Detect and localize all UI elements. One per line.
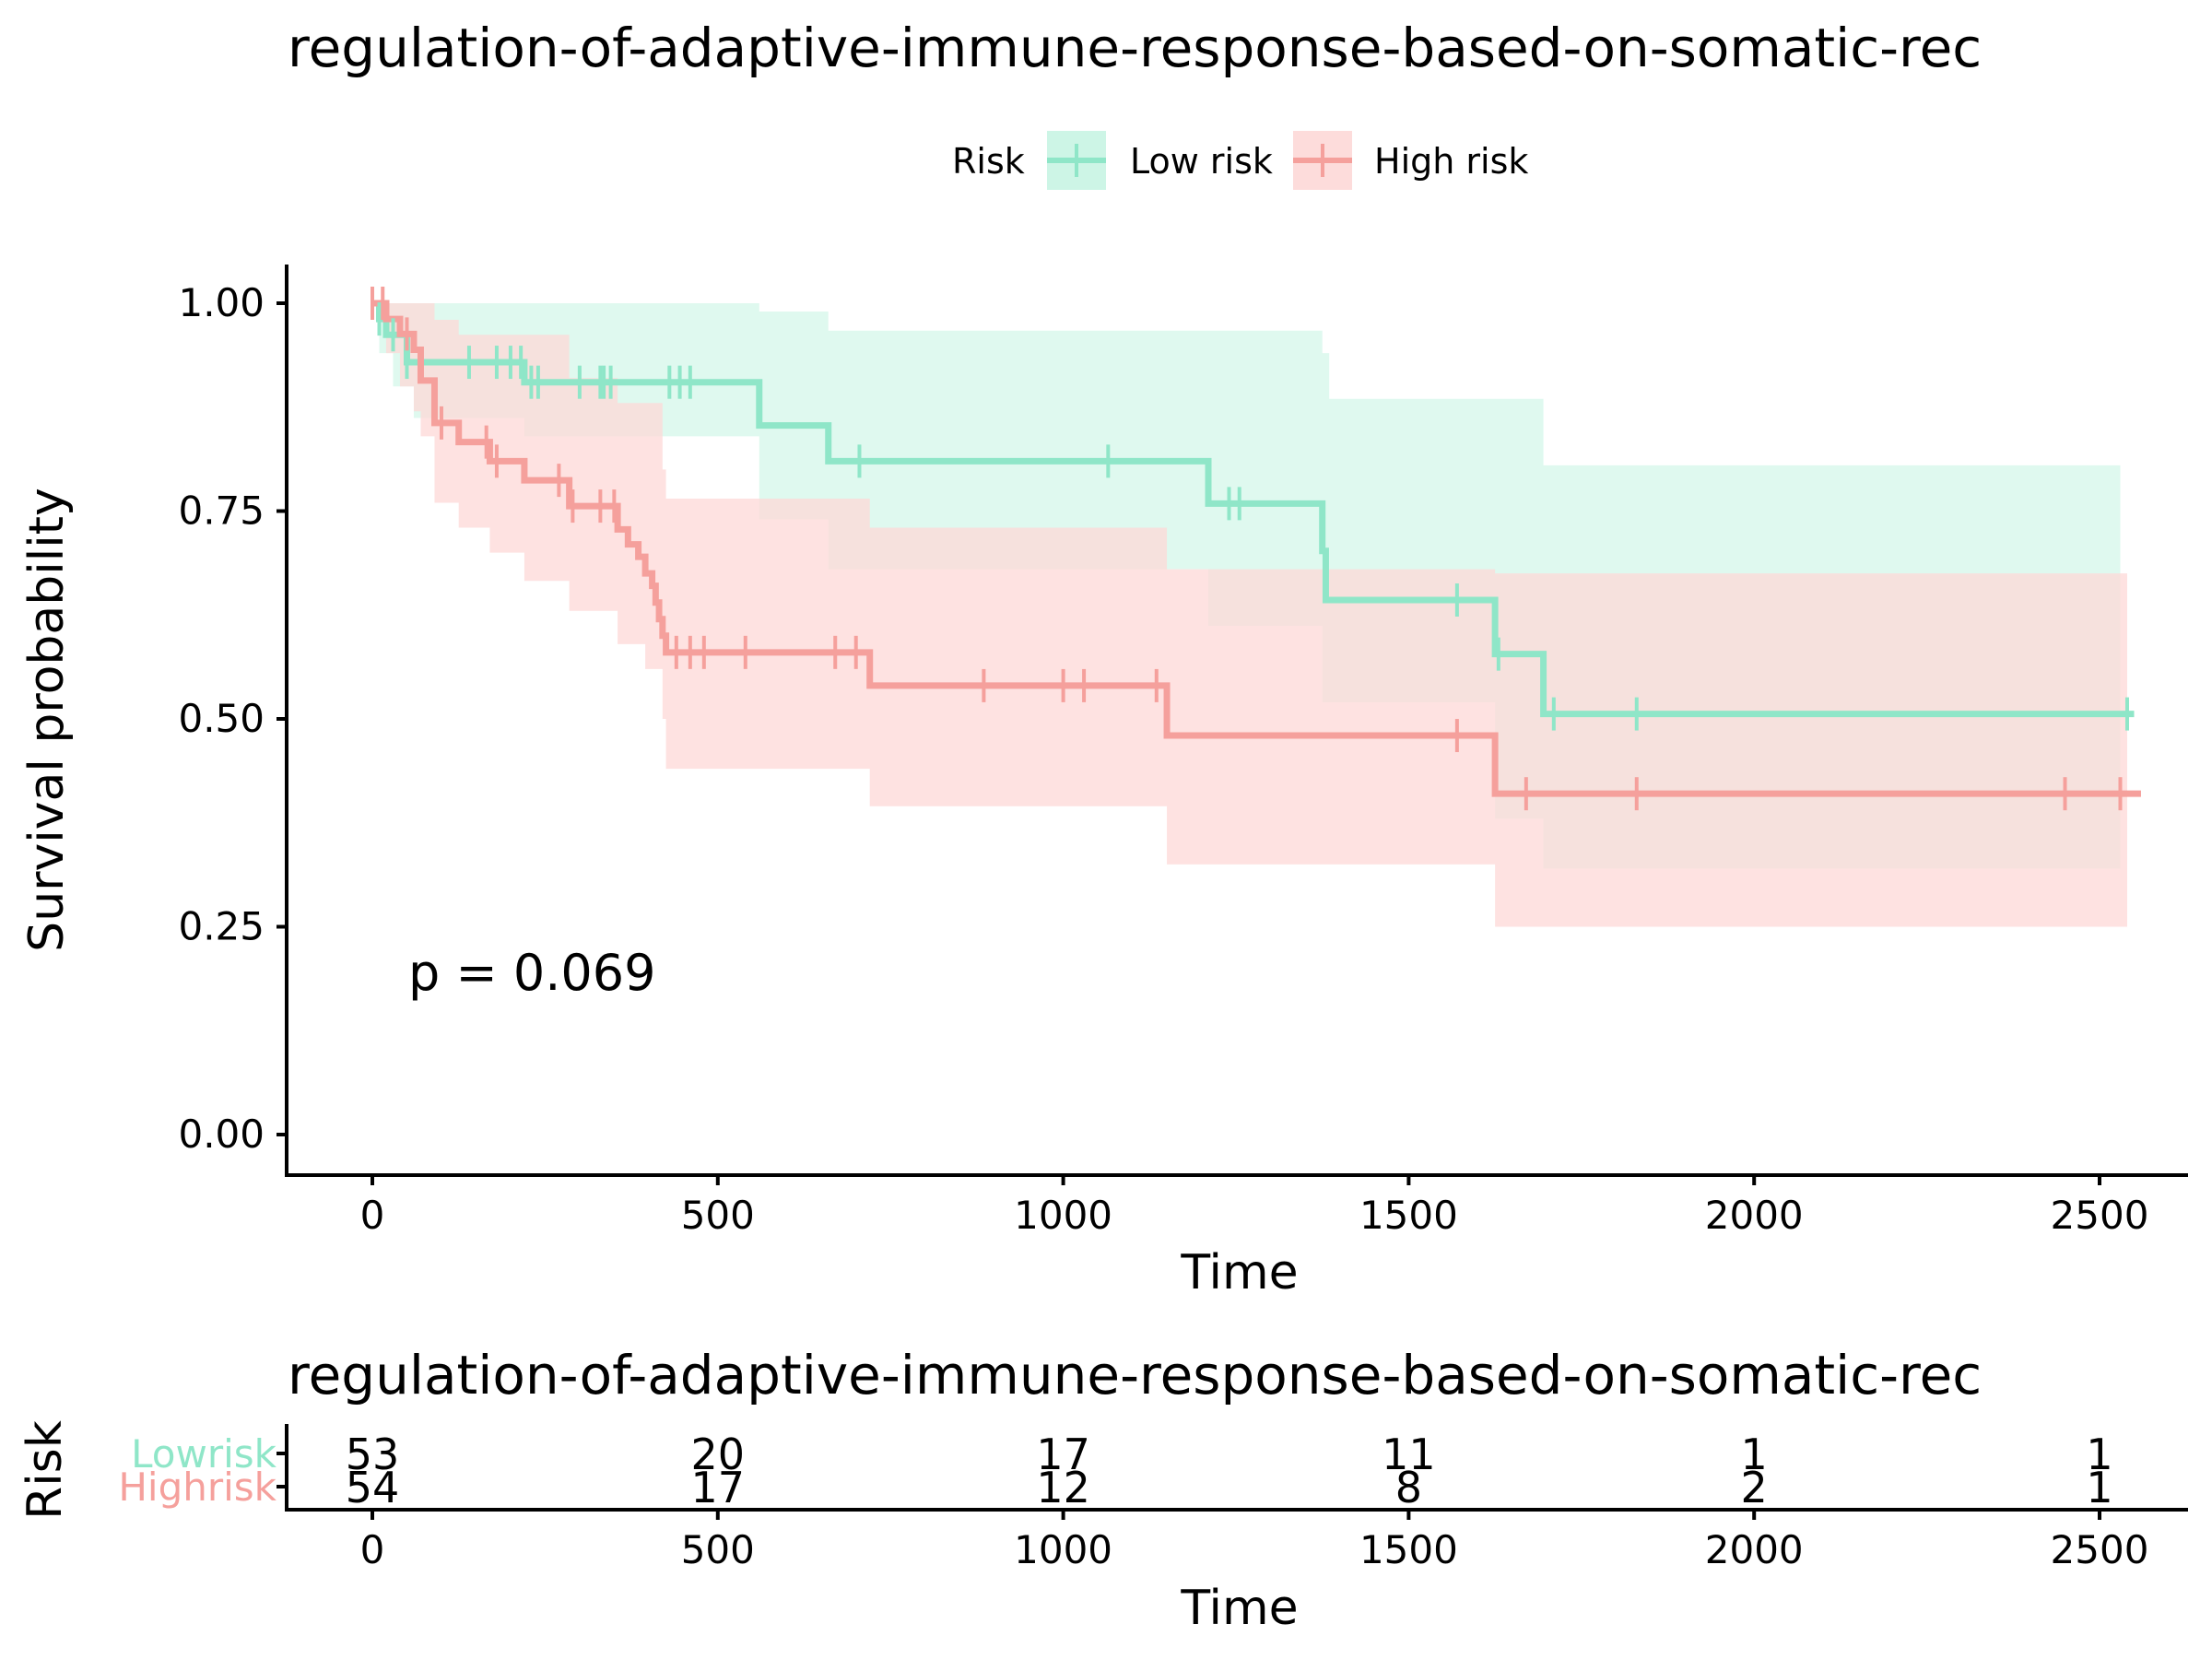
x-tick-label: 500 — [681, 1193, 755, 1238]
plot-title: regulation-of-adaptive-immune-response-b… — [288, 17, 1982, 79]
survival-curve-high-risk — [372, 300, 2141, 797]
risk-x-tick-label: 2500 — [2051, 1527, 2149, 1572]
p-value-annotation: p = 0.069 — [408, 944, 655, 1002]
confidence-bands — [372, 303, 2127, 927]
risk-count-low-risk: 1 — [2086, 1430, 2112, 1479]
risk-count-low-risk: 53 — [346, 1430, 400, 1479]
risk-count-low-risk: 20 — [691, 1430, 746, 1479]
risk-count-high-risk: 12 — [1036, 1463, 1090, 1512]
risk-x-tick-label: 1500 — [1359, 1527, 1458, 1572]
risk-x-tick-label: 1000 — [1014, 1527, 1112, 1572]
risk-table-y-title: Risk — [18, 1420, 73, 1520]
survival-plot-panel: 0.00 0.25 0.50 0.75 1.00 0 500 1000 1500 2000 250… — [19, 265, 2188, 1300]
x-tick-label: 1000 — [1014, 1193, 1112, 1238]
y-axis-ticks: 0.00 0.25 0.50 0.75 1.00 — [178, 280, 287, 1157]
risk-x-tick-label: 2000 — [1705, 1527, 1804, 1572]
risk-count-high-risk: 1 — [2086, 1463, 2112, 1512]
y-tick-label: 0.25 — [178, 904, 265, 949]
legend-title: Risk — [952, 141, 1025, 182]
risk-count-low-risk: 17 — [1036, 1430, 1090, 1479]
risk-count-high-risk: 8 — [1395, 1463, 1422, 1512]
y-tick-label: 0.00 — [178, 1112, 265, 1157]
y-tick-label: 0.50 — [178, 696, 265, 741]
risk-table-panel: regulation-of-adaptive-immune-response-b… — [18, 1344, 2188, 1636]
risk-x-tick-label: 0 — [360, 1527, 385, 1572]
risk-count-high-risk: 17 — [691, 1463, 746, 1512]
legend-label-low-risk: Low risk — [1130, 141, 1273, 182]
x-tick-label: 2000 — [1705, 1193, 1804, 1238]
risk-table-title: regulation-of-adaptive-immune-response-b… — [288, 1344, 1982, 1406]
legend: Risk Low risk High risk — [952, 131, 1528, 190]
risk-row-label-low-risk: Lowrisk — [131, 1431, 277, 1477]
risk-count-low-risk: 11 — [1382, 1430, 1436, 1479]
y-axis-title: Survival probability — [19, 488, 75, 952]
legend-label-high-risk: High risk — [1374, 141, 1528, 182]
survival-curves — [372, 300, 2141, 797]
risk-count-low-risk: 1 — [1741, 1430, 1768, 1479]
risk-x-tick-label: 500 — [681, 1527, 755, 1572]
y-tick-label: 1.00 — [178, 280, 265, 325]
risk-table-x-title: Time — [1180, 1581, 1298, 1636]
y-tick-label: 0.75 — [178, 488, 265, 534]
survival-curve-low-risk — [372, 300, 2135, 718]
x-axis-ticks: 0 500 1000 1500 2000 2500 — [360, 1175, 2149, 1238]
x-tick-label: 2500 — [2051, 1193, 2149, 1238]
risk-count-high-risk: 54 — [346, 1463, 400, 1512]
confidence-band-high-risk — [372, 303, 2127, 927]
x-tick-label: 0 — [360, 1193, 385, 1238]
risk-row-label-high-risk: Highrisk — [118, 1465, 276, 1510]
risk-count-high-risk: 2 — [1741, 1463, 1768, 1512]
x-axis-title: Time — [1180, 1245, 1298, 1300]
censor-marks — [371, 287, 2129, 811]
x-tick-label: 1500 — [1359, 1193, 1458, 1238]
risk-table-x-ticks: 0 500 1000 1500 2000 2500 — [360, 1510, 2149, 1572]
